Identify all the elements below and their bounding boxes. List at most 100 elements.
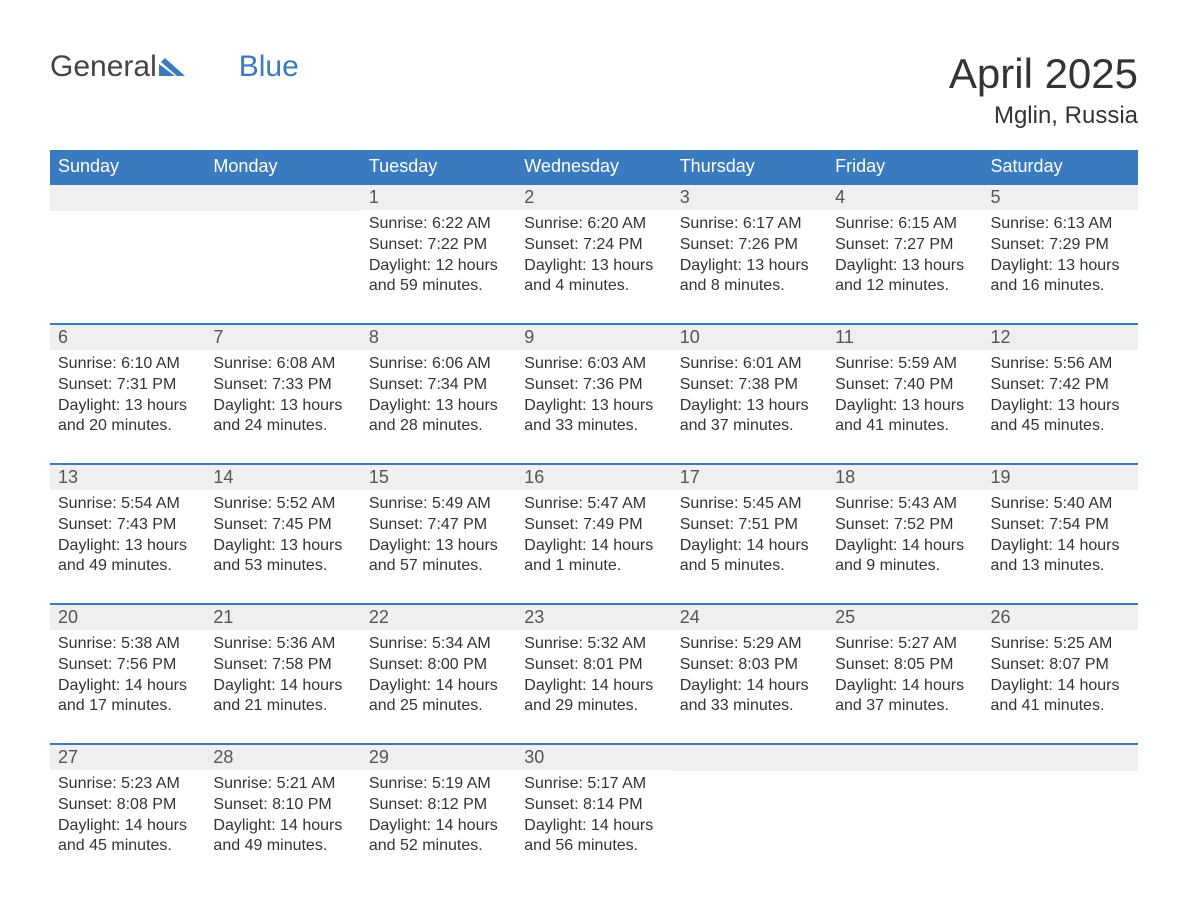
sunrise-line: Sunrise: 5:45 AM	[680, 494, 819, 515]
daylight-line: Daylight: 13 hours and 8 minutes.	[680, 256, 819, 298]
day-content: Sunrise: 5:34 AMSunset: 8:00 PMDaylight:…	[361, 630, 516, 727]
logo-text-general: General	[50, 50, 157, 84]
sunset-line: Sunset: 7:43 PM	[58, 515, 197, 536]
day-number: 5	[983, 185, 1138, 210]
calendar-day-cell: 27Sunrise: 5:23 AMSunset: 8:08 PMDayligh…	[50, 744, 205, 884]
sunset-line: Sunset: 8:07 PM	[991, 655, 1130, 676]
daylight-line: Daylight: 14 hours and 5 minutes.	[680, 536, 819, 578]
sunset-line: Sunset: 7:33 PM	[213, 375, 352, 396]
day-content: Sunrise: 5:27 AMSunset: 8:05 PMDaylight:…	[827, 630, 982, 727]
day-number: 22	[361, 605, 516, 630]
day-content: Sunrise: 5:56 AMSunset: 7:42 PMDaylight:…	[983, 350, 1138, 447]
sunset-line: Sunset: 7:27 PM	[835, 235, 974, 256]
calendar-day-cell	[205, 184, 360, 324]
day-number: 24	[672, 605, 827, 630]
day-content: Sunrise: 6:22 AMSunset: 7:22 PMDaylight:…	[361, 210, 516, 307]
daylight-line: Daylight: 14 hours and 1 minute.	[524, 536, 663, 578]
header: General Blue April 2025 Mglin, Russia	[50, 50, 1138, 130]
day-number: 11	[827, 325, 982, 350]
sunset-line: Sunset: 7:22 PM	[369, 235, 508, 256]
day-number: 27	[50, 745, 205, 770]
day-content: Sunrise: 5:54 AMSunset: 7:43 PMDaylight:…	[50, 490, 205, 587]
sunrise-line: Sunrise: 5:23 AM	[58, 774, 197, 795]
calendar-day-cell: 10Sunrise: 6:01 AMSunset: 7:38 PMDayligh…	[672, 324, 827, 464]
day-content: Sunrise: 6:13 AMSunset: 7:29 PMDaylight:…	[983, 210, 1138, 307]
calendar-day-cell: 17Sunrise: 5:45 AMSunset: 7:51 PMDayligh…	[672, 464, 827, 604]
calendar-day-cell: 30Sunrise: 5:17 AMSunset: 8:14 PMDayligh…	[516, 744, 671, 884]
day-number: 30	[516, 745, 671, 770]
day-number: 8	[361, 325, 516, 350]
calendar-day-cell: 19Sunrise: 5:40 AMSunset: 7:54 PMDayligh…	[983, 464, 1138, 604]
calendar-table: SundayMondayTuesdayWednesdayThursdayFrid…	[50, 150, 1138, 884]
calendar-body: 1Sunrise: 6:22 AMSunset: 7:22 PMDaylight…	[50, 184, 1138, 884]
day-header: Monday	[205, 150, 360, 184]
day-number	[827, 745, 982, 771]
day-header: Saturday	[983, 150, 1138, 184]
sunrise-line: Sunrise: 6:15 AM	[835, 214, 974, 235]
sunrise-line: Sunrise: 5:59 AM	[835, 354, 974, 375]
day-content: Sunrise: 5:36 AMSunset: 7:58 PMDaylight:…	[205, 630, 360, 727]
sunrise-line: Sunrise: 5:32 AM	[524, 634, 663, 655]
calendar-day-cell	[983, 744, 1138, 884]
sunset-line: Sunset: 8:08 PM	[58, 795, 197, 816]
day-header: Thursday	[672, 150, 827, 184]
daylight-line: Daylight: 14 hours and 21 minutes.	[213, 676, 352, 718]
day-number: 20	[50, 605, 205, 630]
daylight-line: Daylight: 13 hours and 37 minutes.	[680, 396, 819, 438]
daylight-line: Daylight: 14 hours and 49 minutes.	[213, 816, 352, 858]
daylight-line: Daylight: 14 hours and 41 minutes.	[991, 676, 1130, 718]
day-content: Sunrise: 5:49 AMSunset: 7:47 PMDaylight:…	[361, 490, 516, 587]
day-number: 23	[516, 605, 671, 630]
calendar-day-cell: 3 Sunrise: 6:17 AMSunset: 7:26 PMDaylight…	[672, 184, 827, 324]
calendar-day-cell: 18Sunrise: 5:43 AMSunset: 7:52 PMDayligh…	[827, 464, 982, 604]
calendar-day-cell: 9Sunrise: 6:03 AMSunset: 7:36 PMDaylight…	[516, 324, 671, 464]
sunset-line: Sunset: 7:45 PM	[213, 515, 352, 536]
sunset-line: Sunset: 7:42 PM	[991, 375, 1130, 396]
daylight-line: Daylight: 13 hours and 4 minutes.	[524, 256, 663, 298]
day-content: Sunrise: 5:38 AMSunset: 7:56 PMDaylight:…	[50, 630, 205, 727]
calendar-week-row: 20Sunrise: 5:38 AMSunset: 7:56 PMDayligh…	[50, 604, 1138, 744]
sunset-line: Sunset: 7:52 PM	[835, 515, 974, 536]
daylight-line: Daylight: 13 hours and 41 minutes.	[835, 396, 974, 438]
daylight-line: Daylight: 14 hours and 25 minutes.	[369, 676, 508, 718]
calendar-day-cell: 8Sunrise: 6:06 AMSunset: 7:34 PMDaylight…	[361, 324, 516, 464]
calendar-day-cell: 24Sunrise: 5:29 AMSunset: 8:03 PMDayligh…	[672, 604, 827, 744]
calendar-day-cell: 2Sunrise: 6:20 AMSunset: 7:24 PMDaylight…	[516, 184, 671, 324]
calendar-day-cell: 22Sunrise: 5:34 AMSunset: 8:00 PMDayligh…	[361, 604, 516, 744]
sunset-line: Sunset: 7:47 PM	[369, 515, 508, 536]
sunset-line: Sunset: 8:01 PM	[524, 655, 663, 676]
sunrise-line: Sunrise: 5:36 AM	[213, 634, 352, 655]
daylight-line: Daylight: 13 hours and 33 minutes.	[524, 396, 663, 438]
daylight-line: Daylight: 13 hours and 12 minutes.	[835, 256, 974, 298]
calendar-week-row: 27 Sunrise: 5:23 AMSunset: 8:08 PM Dayligh…	[50, 744, 1138, 884]
sunrise-line: Sunrise: 5:43 AM	[835, 494, 974, 515]
sunset-line: Sunset: 7:49 PM	[524, 515, 663, 536]
sunset-line: Sunset: 7:26 PM	[680, 235, 819, 256]
sunrise-line: Sunrise: 5:19 AM	[369, 774, 508, 795]
sunrise-line: Sunrise: 5:34 AM	[369, 634, 508, 655]
sunset-line: Sunset: 7:54 PM	[991, 515, 1130, 536]
day-number	[50, 185, 205, 211]
calendar-day-cell	[50, 184, 205, 324]
sunrise-line: Sunrise: 6:17 AM	[680, 214, 819, 235]
sunset-line: Sunset: 7:40 PM	[835, 375, 974, 396]
calendar-day-cell: 11 Sunrise: 5:59 AMSunset: 7:40 PMDayligh…	[827, 324, 982, 464]
day-number: 2	[516, 185, 671, 210]
day-content: Sunrise: 6:06 AMSunset: 7:34 PMDaylight:…	[361, 350, 516, 447]
day-number: 29	[361, 745, 516, 770]
calendar-header-row: SundayMondayTuesdayWednesdayThursdayFrid…	[50, 150, 1138, 184]
sunset-line: Sunset: 7:56 PM	[58, 655, 197, 676]
daylight-line: Daylight: 14 hours and 9 minutes.	[835, 536, 974, 578]
day-content: Sunrise: 5:47 AMSunset: 7:49 PMDaylight:…	[516, 490, 671, 587]
sunset-line: Sunset: 8:14 PM	[524, 795, 663, 816]
sunrise-line: Sunrise: 6:06 AM	[369, 354, 508, 375]
day-number: 3	[672, 185, 827, 210]
sunrise-line: Sunrise: 6:03 AM	[524, 354, 663, 375]
calendar-day-cell: 4Sunrise: 6:15 AMSunset: 7:27 PMDaylight…	[827, 184, 982, 324]
sunrise-line: Sunrise: 6:20 AM	[524, 214, 663, 235]
sunrise-line: Sunrise: 6:13 AM	[991, 214, 1130, 235]
day-number: 19	[983, 465, 1138, 490]
calendar-day-cell: 16Sunrise: 5:47 AMSunset: 7:49 PMDayligh…	[516, 464, 671, 604]
calendar-day-cell: 13Sunrise: 5:54 AMSunset: 7:43 PMDayligh…	[50, 464, 205, 604]
sunset-line: Sunset: 7:31 PM	[58, 375, 197, 396]
